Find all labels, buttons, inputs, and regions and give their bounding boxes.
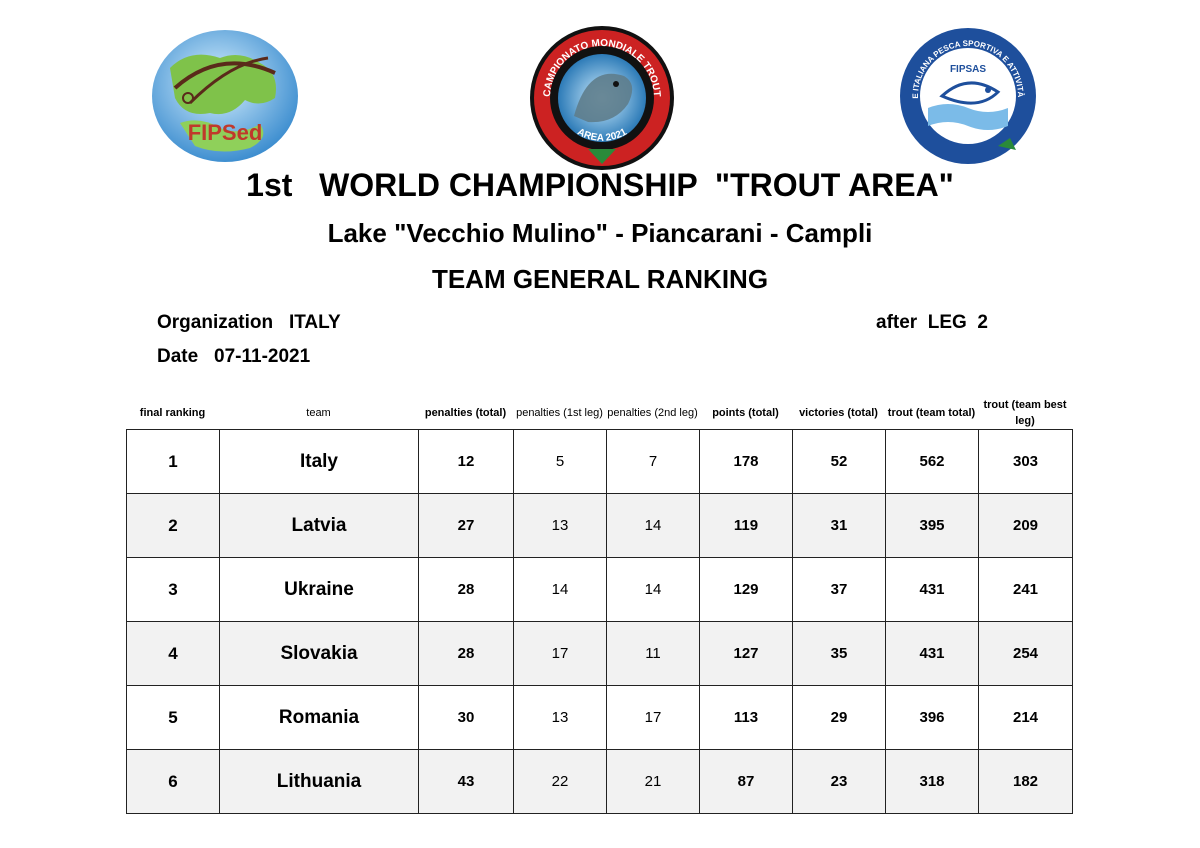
leg-label: after LEG 2 [876,312,988,333]
table-row: 2 Latvia 27 13 14 119 31 395 209 [126,493,1073,558]
cell-penalties-2nd-leg: 21 [606,749,700,814]
cell-penalties-1st-leg: 22 [513,749,607,814]
cell-penalties-2nd-leg: 7 [606,429,700,494]
column-header-team: team [306,407,331,419]
fipsed-logo: FIPSed [150,28,300,164]
date-label: Date 07-11-2021 [157,346,311,367]
cell-team: Romania [219,685,419,750]
table-row: 3 Ukraine 28 14 14 129 37 431 241 [126,557,1073,622]
cell-team: Ukraine [219,557,419,622]
fipsas-logo-text: FIPSAS [950,64,986,75]
cell-victories-total: 31 [792,493,886,558]
cell-rank: 5 [126,685,220,750]
fipsas-logo: FIPSAS FEDERAZIONE ITALIANA PESCA SPORTI… [895,19,1038,166]
cell-trout-team-total: 395 [885,493,979,558]
table-row: 1 Italy 12 5 7 178 52 562 303 [126,429,1073,494]
cell-penalties-2nd-leg: 17 [606,685,700,750]
ranking-table: 1 Italy 12 5 7 178 52 562 303 2 Latvia 2… [126,429,1073,814]
page-subtitle: Lake "Vecchio Mulino" - Piancarani - Cam… [327,218,873,248]
cell-trout-team-total: 562 [885,429,979,494]
table-row: 5 Romania 30 13 17 113 29 396 214 [126,685,1073,750]
cell-penalties-1st-leg: 17 [513,621,607,686]
cell-penalties-total: 30 [418,685,514,750]
cell-rank: 4 [126,621,220,686]
cell-penalties-total: 28 [418,557,514,622]
cell-trout-team-best-leg: 303 [978,429,1073,494]
cell-trout-team-total: 318 [885,749,979,814]
cell-penalties-2nd-leg: 14 [606,557,700,622]
cell-rank: 2 [126,493,220,558]
cell-points-total: 87 [699,749,793,814]
cell-victories-total: 23 [792,749,886,814]
table-row: 4 Slovakia 28 17 11 127 35 431 254 [126,621,1073,686]
cell-penalties-2nd-leg: 14 [606,493,700,558]
cell-team: Latvia [219,493,419,558]
cell-team: Lithuania [219,749,419,814]
column-header-penalties-1st-leg: penalties (1st leg) [516,407,603,419]
cell-penalties-1st-leg: 14 [513,557,607,622]
table-row: 6 Lithuania 43 22 21 87 23 318 182 [126,749,1073,814]
cell-penalties-total: 27 [418,493,514,558]
cell-points-total: 127 [699,621,793,686]
column-header-victories-total: victories (total) [799,407,878,419]
svg-text:AREA 2021: AREA 2021 [575,126,629,143]
column-header-trout-team-best-leg: trout (team best leg) [983,399,1067,427]
cell-penalties-2nd-leg: 11 [606,621,700,686]
cell-penalties-total: 43 [418,749,514,814]
championship-logo-arc-bottom: AREA 2021 [575,126,629,143]
cell-trout-team-best-leg: 254 [978,621,1073,686]
cell-rank: 6 [126,749,220,814]
cell-points-total: 178 [699,429,793,494]
column-header-final-ranking: final ranking [139,407,206,419]
championship-logo: CAMPIONATO MONDIALE TROUT AREA 2021 [528,24,676,172]
cell-penalties-1st-leg: 5 [513,429,607,494]
cell-penalties-1st-leg: 13 [513,493,607,558]
cell-trout-team-best-leg: 182 [978,749,1073,814]
column-header-penalties-total: penalties (total) [424,407,507,419]
cell-trout-team-total: 396 [885,685,979,750]
cell-trout-team-total: 431 [885,557,979,622]
cell-victories-total: 52 [792,429,886,494]
cell-team: Slovakia [219,621,419,686]
fipsed-logo-text: FIPSed [188,120,263,145]
cell-victories-total: 35 [792,621,886,686]
page-title: 1st WORLD CHAMPIONSHIP "TROUT AREA" [246,167,954,203]
cell-penalties-total: 12 [418,429,514,494]
ranking-title: TEAM GENERAL RANKING [431,264,769,294]
column-header-trout-team-total: trout (team total) [887,407,976,419]
cell-trout-team-best-leg: 209 [978,493,1073,558]
cell-victories-total: 29 [792,685,886,750]
cell-trout-team-best-leg: 241 [978,557,1073,622]
cell-rank: 1 [126,429,220,494]
column-header-points-total: points (total) [712,407,779,419]
cell-points-total: 129 [699,557,793,622]
cell-penalties-total: 28 [418,621,514,686]
column-header-penalties-2nd-leg: penalties (2nd leg) [607,407,698,419]
cell-trout-team-total: 431 [885,621,979,686]
cell-team: Italy [219,429,419,494]
cell-victories-total: 37 [792,557,886,622]
cell-rank: 3 [126,557,220,622]
organization-label: Organization ITALY [157,312,341,333]
cell-points-total: 119 [699,493,793,558]
cell-trout-team-best-leg: 214 [978,685,1073,750]
cell-penalties-1st-leg: 13 [513,685,607,750]
cell-points-total: 113 [699,685,793,750]
